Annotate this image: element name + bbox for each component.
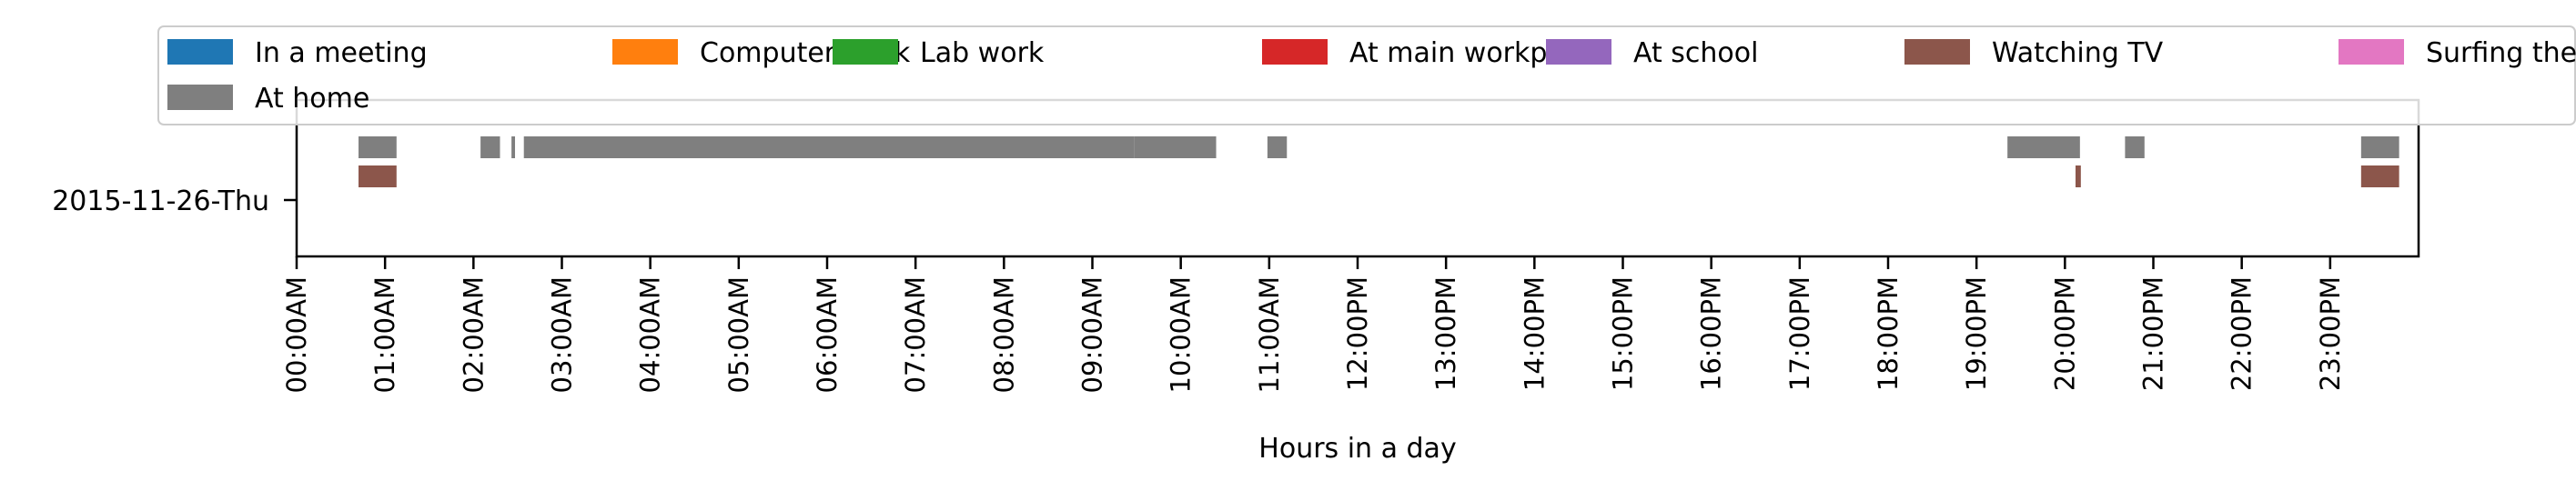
activity-bar (2075, 165, 2081, 187)
x-tick-label: 10:00AM (1166, 276, 1197, 393)
x-tick-label: 00:00AM (281, 276, 312, 393)
activity-bar (359, 165, 397, 187)
activity-bar (2360, 136, 2399, 158)
activity-bar (2360, 165, 2399, 187)
x-tick-label: 03:00AM (547, 276, 578, 393)
legend-swatch (612, 39, 678, 65)
y-tick-label: 2015-11-26-Thu (52, 185, 269, 217)
legend-swatch (1546, 39, 1611, 65)
activity-bar (1267, 136, 1288, 158)
legend-swatch (167, 39, 233, 65)
x-tick-label: 17:00PM (1784, 276, 1815, 391)
x-tick-label: 07:00AM (900, 276, 931, 393)
activity-bar (511, 136, 516, 158)
y-axis: 2015-11-26-Thu (52, 185, 297, 217)
x-tick-label: 05:00AM (723, 276, 754, 393)
legend-label: In a meeting (255, 37, 428, 69)
legend: In a meeting Computer work Lab work At main… (157, 25, 2576, 125)
x-tick-label: 04:00AM (635, 276, 666, 393)
x-tick-label: 12:00PM (1342, 276, 1373, 391)
activity-bar (2125, 136, 2145, 158)
legend-swatch (1904, 39, 1970, 65)
legend-label: At school (1633, 37, 1758, 69)
legend-box (157, 25, 2576, 125)
x-tick-label: 20:00PM (2049, 276, 2080, 391)
x-tick-label: 11:00AM (1254, 276, 1285, 393)
x-tick-label: 02:00AM (458, 276, 489, 393)
activity-bar (2007, 136, 2080, 158)
activity-bar (523, 136, 1135, 158)
x-tick-label: 19:00PM (1961, 276, 1992, 391)
x-tick-label: 18:00PM (1873, 276, 1904, 391)
activity-bar (359, 136, 397, 158)
legend-label: Watching TV (1992, 37, 2164, 69)
x-tick-label: 15:00PM (1608, 276, 1639, 391)
x-tick-label: 09:00AM (1077, 276, 1108, 393)
x-tick-label: 14:00PM (1519, 276, 1550, 391)
legend-label: Lab work (920, 37, 1045, 69)
legend-label: Surfing the internet (2426, 37, 2576, 69)
legend-swatch (1262, 39, 1328, 65)
x-tick-label: 13:00PM (1430, 276, 1461, 391)
x-tick-label: 08:00AM (988, 276, 1019, 393)
x-tick-label: 16:00PM (1696, 276, 1727, 391)
x-tick-label: 06:00AM (812, 276, 843, 393)
x-axis: 00:00AM 01:00AM 02:00AM 03:00AM 04:00AM 05:00… (281, 256, 2346, 393)
x-tick-label: 21:00PM (2138, 276, 2169, 391)
x-axis-label: Hours in a day (1258, 433, 1456, 465)
x-tick-label: 22:00PM (2227, 276, 2258, 391)
x-tick-label: 23:00PM (2315, 276, 2346, 391)
legend-swatch (167, 85, 233, 110)
legend-label: At home (255, 83, 369, 115)
activity-bar (1134, 136, 1217, 158)
activity-bar (480, 136, 500, 158)
activity-bars (359, 136, 2399, 187)
x-tick-label: 01:00AM (369, 276, 400, 393)
legend-swatch (833, 39, 898, 65)
legend-swatch (2339, 39, 2404, 65)
